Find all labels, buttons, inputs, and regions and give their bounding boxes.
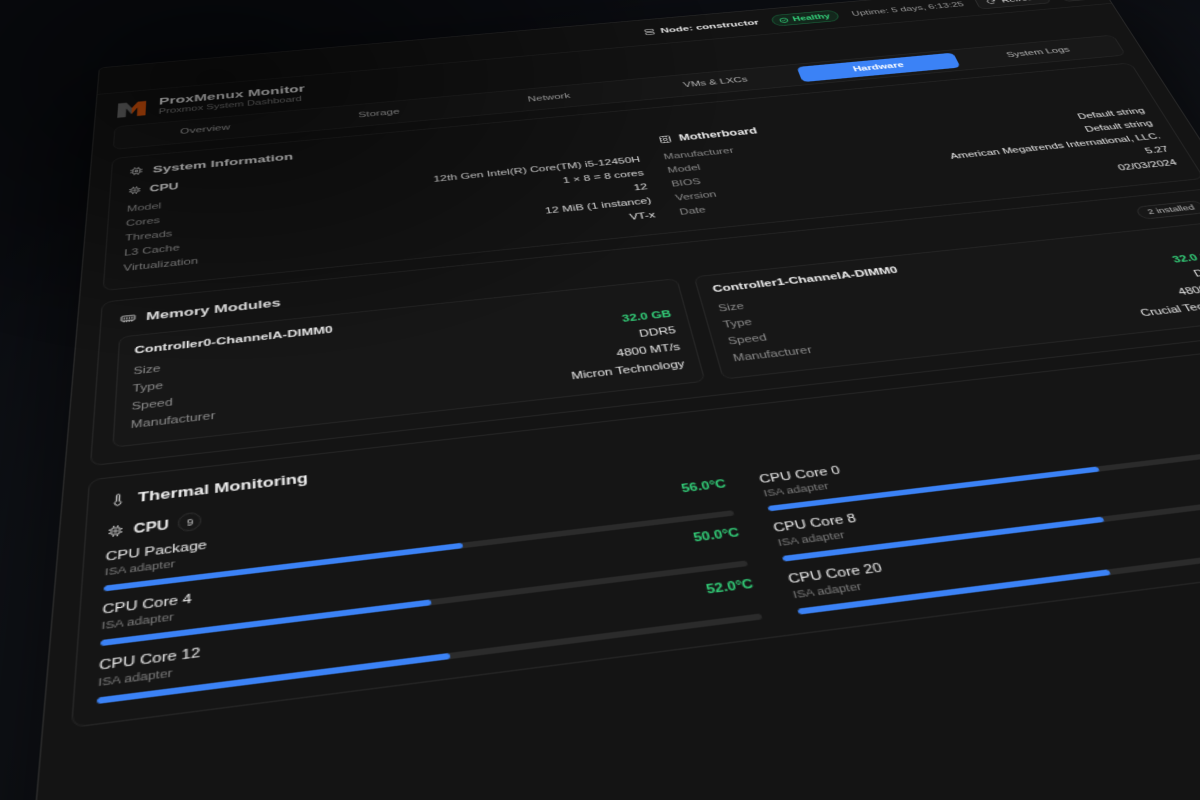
refresh-button[interactable]: Refresh	[973, 0, 1052, 10]
motherboard-icon	[658, 135, 673, 144]
row-key: Date	[678, 205, 708, 217]
row-key: Speed	[131, 396, 173, 413]
cpu-subhead-label: CPU	[149, 181, 179, 194]
row-key: Model	[126, 201, 162, 214]
status-badge-label: Healthy	[791, 12, 832, 23]
row-key: Cores	[125, 215, 161, 229]
memory-icon	[120, 312, 137, 325]
thermal-title: Thermal Monitoring	[137, 469, 309, 506]
row-value: 4800 MT/s	[1175, 281, 1200, 298]
row-value: DDR5	[1191, 265, 1200, 279]
row-key: Version	[674, 189, 718, 203]
uptime-label: Uptime: 5 days, 6:13:25	[850, 0, 966, 18]
memory-modules-title: Memory Modules	[145, 296, 281, 323]
thermometer-icon	[109, 492, 128, 508]
row-key: Size	[133, 362, 161, 377]
memory-modules-title-row: Memory Modules	[120, 296, 281, 325]
row-key: Type	[132, 379, 164, 395]
row-value: 02/03/2024	[1115, 157, 1179, 173]
refresh-label: Refresh	[1000, 0, 1040, 4]
memory-modules-badge: 2 installed	[1134, 200, 1200, 220]
page-header: ProxMenux Monitor Proxmox System Dashboa…	[95, 4, 1129, 126]
row-key: Type	[721, 316, 754, 331]
brand: ProxMenux Monitor Proxmox System Dashboa…	[115, 84, 306, 120]
cpu-icon	[107, 523, 124, 538]
node-label: Node: constructor	[659, 18, 761, 35]
server-icon	[643, 28, 656, 35]
check-circle-icon	[778, 17, 790, 24]
row-value: VT-x	[628, 210, 657, 222]
sensor-list: CPU Package 56.0°C ISA adapter CPU Core …	[96, 407, 1200, 705]
dashboard-page: Node: constructor Healthy Uptime: 5 days…	[4, 0, 1200, 800]
row-key: Model	[666, 162, 702, 175]
node-indicator: Node: constructor	[643, 19, 760, 36]
cpu-chip-icon	[129, 166, 144, 177]
row-value: 12	[632, 182, 649, 193]
motherboard-subhead-label: Motherboard	[677, 125, 759, 143]
refresh-icon	[985, 0, 999, 5]
theme-toggle-button[interactable]	[1056, 0, 1091, 2]
row-key: Speed	[726, 331, 769, 347]
row-value: 5.27	[1143, 144, 1171, 156]
cpu-icon	[128, 185, 142, 195]
thermal-group-label: CPU	[133, 516, 169, 537]
row-key: BIOS	[670, 176, 702, 189]
proxmenux-logo-icon	[115, 99, 148, 119]
row-value: DDR5	[638, 324, 677, 340]
thermal-group-count: 9	[178, 511, 202, 533]
row-key: Size	[717, 300, 746, 314]
status-badge: Healthy	[770, 9, 841, 27]
row-key: Virtualization	[122, 255, 199, 274]
row-value: 32.0 GB	[1170, 250, 1200, 265]
